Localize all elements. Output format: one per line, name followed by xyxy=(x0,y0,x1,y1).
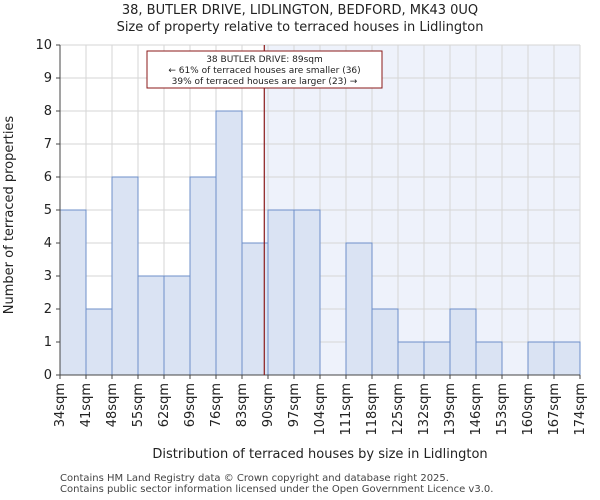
x-tick-label-160sqm: 160sqm xyxy=(521,383,536,436)
chart-subtitle: Size of property relative to terraced ho… xyxy=(116,20,484,35)
x-axis-label: Distribution of terraced houses by size … xyxy=(152,447,487,462)
x-tick-label-139sqm: 139sqm xyxy=(443,383,458,436)
bar-69sqm xyxy=(189,176,217,376)
annotation-line-1: 38 BUTLER DRIVE: 89sqm xyxy=(206,55,323,65)
bar-118sqm xyxy=(371,308,399,376)
bar-146sqm xyxy=(475,341,503,376)
bar-111sqm xyxy=(345,242,373,376)
x-tick-label-55sqm: 55sqm xyxy=(131,383,146,427)
footer-line-1: Contains HM Land Registry data © Crown c… xyxy=(60,473,449,484)
bar-160sqm xyxy=(527,341,555,376)
bar-125sqm xyxy=(397,341,425,376)
bar-167sqm xyxy=(553,341,581,376)
x-tick-label-97sqm: 97sqm xyxy=(287,383,302,427)
bar-97sqm xyxy=(293,209,321,376)
chart-title: 38, BUTLER DRIVE, LIDLINGTON, BEDFORD, M… xyxy=(121,3,479,18)
x-tick-label-118sqm: 118sqm xyxy=(365,383,380,436)
y-tick-label: 2 xyxy=(44,302,52,317)
bar-62sqm xyxy=(163,275,191,376)
footer-line-2: Contains public sector information licen… xyxy=(60,484,494,495)
bar-41sqm xyxy=(85,308,113,376)
x-tick-label-132sqm: 132sqm xyxy=(417,383,432,436)
bar-55sqm xyxy=(137,275,165,376)
x-tick-label-34sqm: 34sqm xyxy=(53,383,68,427)
x-tick-label-90sqm: 90sqm xyxy=(261,383,276,427)
y-tick-label: 8 xyxy=(44,104,52,119)
x-tick-label-125sqm: 125sqm xyxy=(391,383,406,436)
annotation-line-3: 39% of terraced houses are larger (23) → xyxy=(172,77,358,87)
bar-76sqm xyxy=(215,110,243,376)
x-tick-label-69sqm: 69sqm xyxy=(183,383,198,427)
x-tick-label-48sqm: 48sqm xyxy=(105,383,120,427)
x-tick-label-62sqm: 62sqm xyxy=(157,383,172,427)
bar-132sqm xyxy=(423,341,451,376)
x-tick-label-104sqm: 104sqm xyxy=(313,383,328,436)
bar-48sqm xyxy=(111,176,139,376)
x-tick-label-41sqm: 41sqm xyxy=(79,383,94,427)
y-tick-label: 9 xyxy=(44,71,52,86)
annotation-box xyxy=(146,50,383,89)
bar-83sqm xyxy=(241,242,269,376)
bar-34sqm xyxy=(59,209,87,376)
x-tick-label-83sqm: 83sqm xyxy=(235,383,250,427)
y-tick-label: 7 xyxy=(44,137,52,152)
x-tick-label-174sqm: 174sqm xyxy=(573,383,588,436)
annotation-line-2: ← 61% of terraced houses are smaller (36… xyxy=(168,66,360,76)
y-tick-label: 5 xyxy=(44,203,52,218)
bar-90sqm xyxy=(267,209,295,376)
y-tick-label: 1 xyxy=(44,335,52,350)
y-tick-label: 6 xyxy=(44,170,52,185)
x-tick-label-76sqm: 76sqm xyxy=(209,383,224,427)
x-tick-label-167sqm: 167sqm xyxy=(547,383,562,436)
bar-139sqm xyxy=(449,308,477,376)
y-tick-label: 3 xyxy=(44,269,52,284)
y-tick-label: 4 xyxy=(44,236,52,251)
y-tick-label: 0 xyxy=(44,368,52,383)
x-tick-label-146sqm: 146sqm xyxy=(469,383,484,436)
y-tick-label: 10 xyxy=(35,38,52,53)
x-tick-label-153sqm: 153sqm xyxy=(495,383,510,436)
y-axis-label: Number of terraced properties xyxy=(2,116,17,315)
x-tick-label-111sqm: 111sqm xyxy=(339,383,354,436)
